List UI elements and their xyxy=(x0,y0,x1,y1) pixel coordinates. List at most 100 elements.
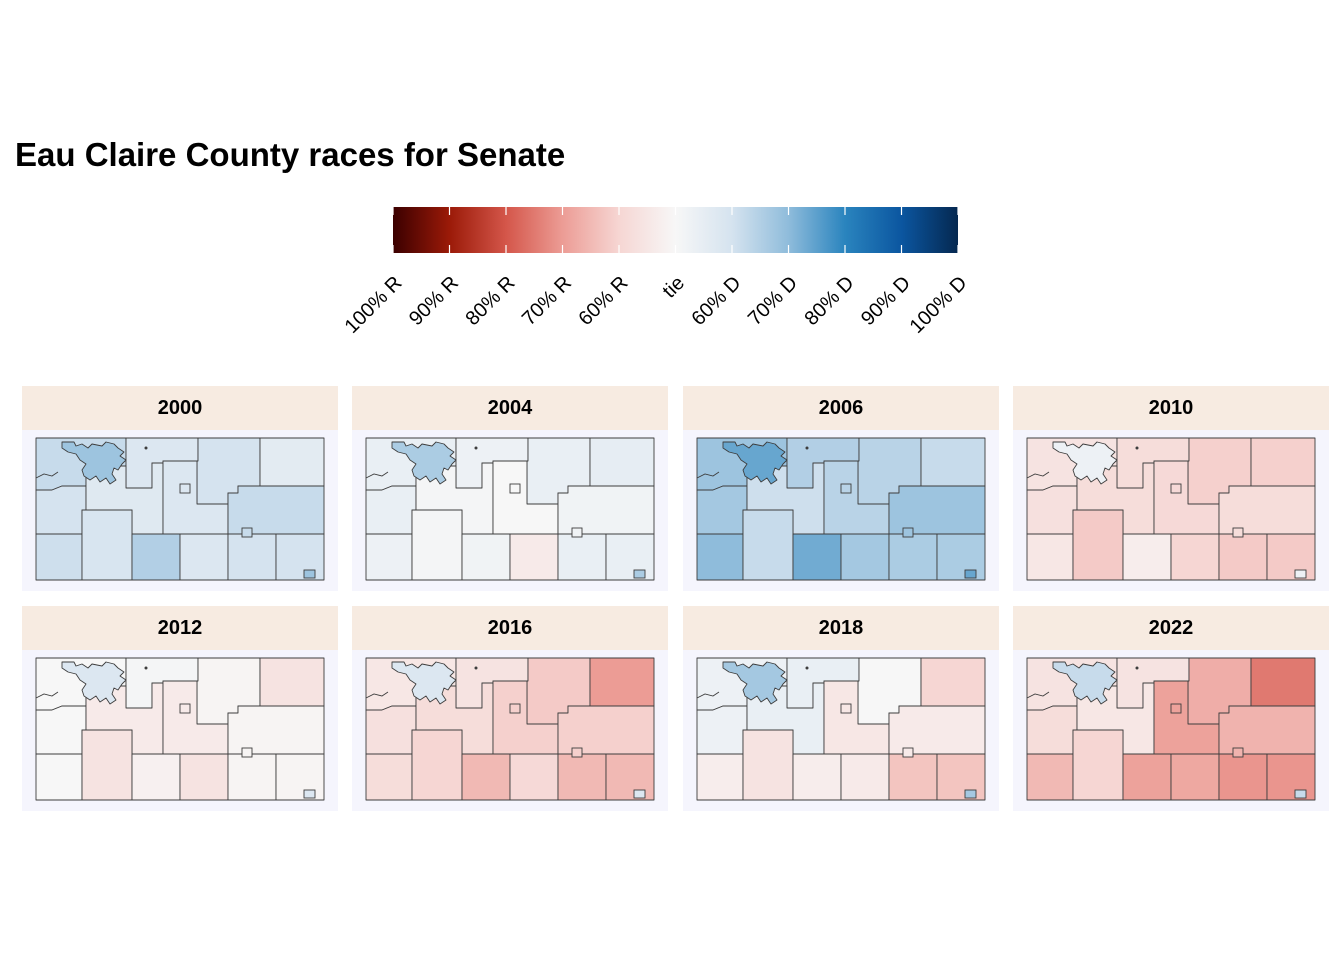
municipality-sc3 xyxy=(840,533,890,581)
municipality-sw xyxy=(365,533,413,581)
village-enclave xyxy=(840,483,852,494)
municipality-sc2 xyxy=(1122,533,1172,581)
municipality-east xyxy=(1218,705,1316,755)
village-dot xyxy=(805,446,809,450)
municipality-fse xyxy=(275,533,325,581)
municipality-sc2 xyxy=(792,753,842,801)
village-dot xyxy=(474,446,478,450)
municipality-sc2 xyxy=(131,753,181,801)
facet-strip-label: 2004 xyxy=(352,386,668,430)
facet-strip-label: 2018 xyxy=(683,606,999,650)
municipality-west xyxy=(696,705,748,755)
facet-strip-label: 2010 xyxy=(1013,386,1329,430)
facet-strip-label: 2022 xyxy=(1013,606,1329,650)
legend-label: 90% R xyxy=(405,272,463,330)
village-enclave xyxy=(303,569,316,579)
municipality-sc1 xyxy=(81,509,133,581)
municipality-sc3 xyxy=(509,753,559,801)
map-area xyxy=(352,650,668,811)
municipality-west xyxy=(35,705,87,755)
facet-panel-2006: 2006 xyxy=(683,386,999,591)
village-enclave xyxy=(1294,789,1307,799)
facet-strip-label: 2006 xyxy=(683,386,999,430)
village-enclave xyxy=(303,789,316,799)
municipality-sw xyxy=(35,533,83,581)
municipality-city xyxy=(391,661,457,705)
municipality-city xyxy=(391,441,457,485)
municipality-sc1 xyxy=(411,509,463,581)
village-enclave xyxy=(902,527,914,538)
municipality-east xyxy=(1218,485,1316,535)
village-enclave xyxy=(840,703,852,714)
village-enclave xyxy=(571,527,583,538)
legend-label: 100% D xyxy=(906,272,972,338)
municipality-sc2 xyxy=(131,533,181,581)
facet-panel-2022: 2022 xyxy=(1013,606,1329,811)
municipality-sc2 xyxy=(461,753,511,801)
village-enclave xyxy=(964,789,977,799)
municipality-fne xyxy=(259,657,325,707)
river-line xyxy=(696,691,720,699)
river-line xyxy=(365,691,389,699)
facet-panel-2004: 2004 xyxy=(352,386,668,591)
municipality-city xyxy=(1052,661,1118,705)
county-map xyxy=(696,437,986,581)
municipality-se xyxy=(1218,753,1268,801)
municipality-sc3 xyxy=(509,533,559,581)
municipality-se xyxy=(1218,533,1268,581)
municipality-west xyxy=(35,485,87,535)
legend-label: tie xyxy=(659,272,689,302)
facet-panel-2000: 2000 xyxy=(22,386,338,591)
village-enclave xyxy=(1170,703,1182,714)
legend-label: 100% R xyxy=(341,272,407,338)
map-area xyxy=(1013,650,1329,811)
municipality-fse xyxy=(936,533,986,581)
municipality-fse xyxy=(605,533,655,581)
map-area xyxy=(683,430,999,591)
municipality-fne xyxy=(1250,657,1316,707)
village-dot xyxy=(1135,446,1139,450)
municipality-west xyxy=(696,485,748,535)
municipality-sw xyxy=(35,753,83,801)
municipality-fne xyxy=(920,437,986,487)
municipality-se xyxy=(227,753,277,801)
municipality-sc2 xyxy=(461,533,511,581)
municipality-sc3 xyxy=(179,533,229,581)
municipality-west xyxy=(1026,485,1078,535)
map-area xyxy=(22,650,338,811)
municipality-sc1 xyxy=(1072,509,1124,581)
county-map xyxy=(696,657,986,801)
municipality-east xyxy=(888,705,986,755)
village-dot xyxy=(474,666,478,670)
municipality-sw xyxy=(696,753,744,801)
municipality-city xyxy=(61,661,127,705)
legend-label: 60% D xyxy=(688,272,746,330)
village-enclave xyxy=(179,483,191,494)
map-area xyxy=(352,430,668,591)
municipality-west xyxy=(365,485,417,535)
municipality-sc1 xyxy=(81,729,133,801)
river-line xyxy=(35,691,59,699)
legend-label: 70% D xyxy=(744,272,802,330)
municipality-sc1 xyxy=(411,729,463,801)
municipality-se xyxy=(557,753,607,801)
legend-label: 60% R xyxy=(575,272,633,330)
municipality-se xyxy=(557,533,607,581)
county-map xyxy=(365,657,655,801)
municipality-sc1 xyxy=(1072,729,1124,801)
municipality-east xyxy=(227,705,325,755)
municipality-sc3 xyxy=(840,753,890,801)
map-area xyxy=(22,430,338,591)
municipality-city xyxy=(722,441,788,485)
municipality-west xyxy=(1026,705,1078,755)
village-enclave xyxy=(509,483,521,494)
village-enclave xyxy=(902,747,914,758)
village-enclave xyxy=(1170,483,1182,494)
facet-panel-2012: 2012 xyxy=(22,606,338,811)
municipality-se xyxy=(888,753,938,801)
municipality-east xyxy=(888,485,986,535)
village-enclave xyxy=(633,569,646,579)
village-dot xyxy=(805,666,809,670)
county-map xyxy=(35,657,325,801)
